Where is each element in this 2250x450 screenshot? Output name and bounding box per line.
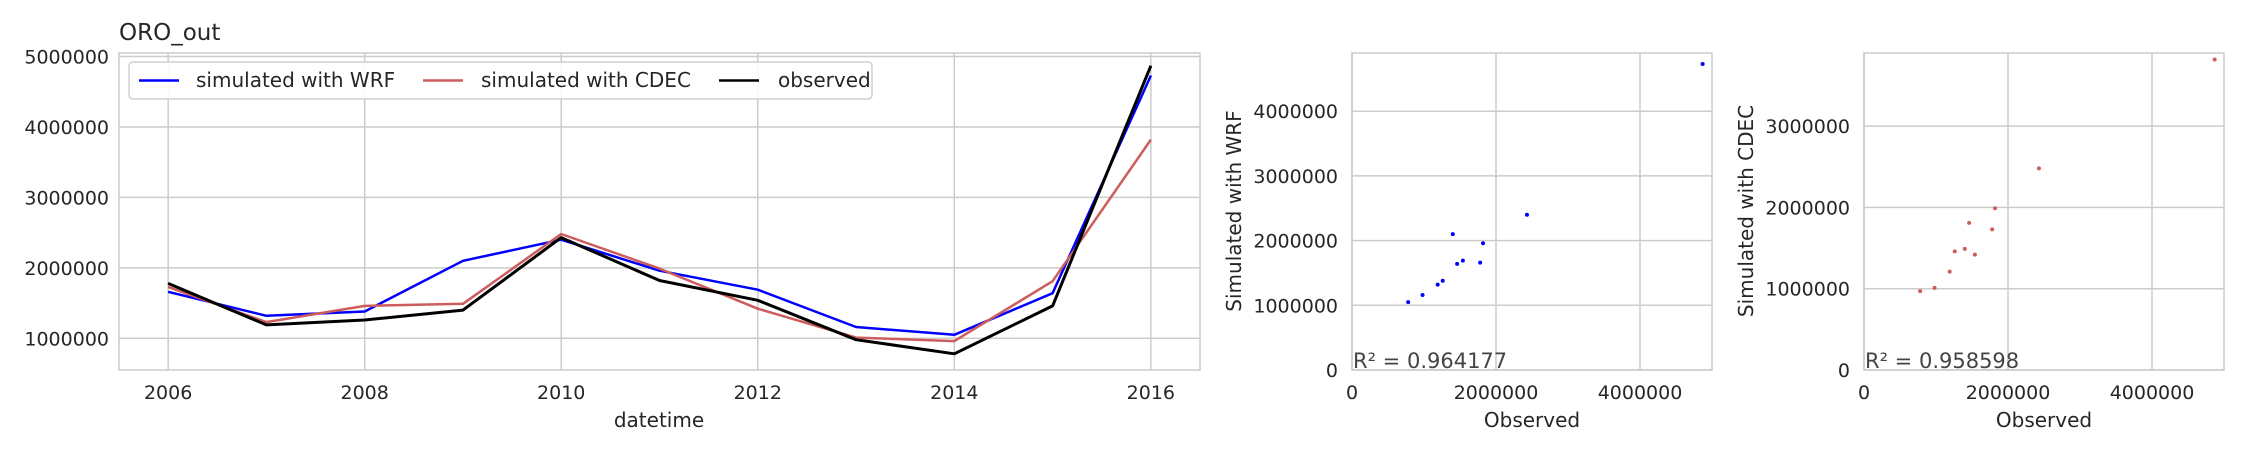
timeseries-x-tick: 2012	[734, 382, 782, 404]
cdec-y-tick: 1000000	[1765, 279, 1850, 301]
timeseries-x-tick: 2006	[144, 382, 192, 404]
wrf-y-label: Simulated with WRF	[1222, 110, 1246, 311]
legend: simulated with WRF simulated with CDEC o…	[128, 61, 873, 100]
cdec-point	[2212, 57, 2217, 62]
cdec-y-tick: 2000000	[1765, 197, 1850, 219]
wrf-scatter-panel: 0 2000000 4000000 0 1000000 2000000 3000000 400…	[1222, 52, 1713, 432]
cdec-point	[1952, 249, 1957, 254]
timeseries-panel: 2006 2008 2010 2012 2014 2016 1000000 2000000 30…	[24, 20, 1201, 432]
wrf-point	[1406, 300, 1411, 305]
cdec-x-tick: 4000000	[2110, 382, 2195, 404]
cdec-y-tick: 0	[1838, 360, 1850, 382]
cdec-point	[1932, 285, 1937, 290]
timeseries-grid	[119, 53, 1200, 370]
wrf-y-tick: 4000000	[1253, 101, 1338, 123]
timeseries-x-label: datetime	[614, 408, 704, 432]
timeseries-y-tick: 4000000	[24, 117, 109, 139]
wrf-point	[1435, 282, 1440, 287]
wrf-point	[1481, 241, 1486, 246]
timeseries-y-tick: 5000000	[24, 47, 109, 69]
timeseries-x-tick: 2008	[341, 382, 389, 404]
timeseries-x-tick: 2014	[930, 382, 978, 404]
timeseries-y-tick: 1000000	[24, 328, 109, 350]
cdec-point	[1918, 289, 1923, 294]
wrf-point	[1440, 278, 1445, 283]
cdec-scatter-panel: 0 2000000 4000000 0 1000000 2000000 3000000 R²…	[1734, 52, 2225, 432]
series-line-cdec	[167, 138, 1152, 343]
timeseries-x-tick: 2016	[1127, 382, 1175, 404]
wrf-point	[1455, 261, 1460, 266]
timeseries-title: ORO_out	[119, 20, 220, 46]
timeseries-y-tick: 2000000	[24, 258, 109, 280]
wrf-x-tick: 2000000	[1454, 382, 1539, 404]
legend-label-wrf: simulated with WRF	[196, 68, 395, 92]
cdec-r2-annotation: R² = 0.958598	[1865, 349, 2019, 373]
cdec-scatter-points	[1918, 57, 2217, 294]
legend-label-cdec: simulated with CDEC	[481, 68, 691, 92]
wrf-x-tick: 4000000	[1598, 382, 1683, 404]
cdec-point	[1993, 206, 1998, 211]
timeseries-y-tick: 3000000	[24, 187, 109, 209]
wrf-x-tick: 0	[1346, 382, 1358, 404]
cdec-point	[1972, 252, 1977, 257]
series-line-observed	[167, 65, 1153, 356]
cdec-point	[1990, 227, 1995, 232]
cdec-point	[1962, 246, 1967, 251]
wrf-scatter-ticks: 0 2000000 4000000 0 1000000 2000000 3000000 400…	[1253, 101, 1682, 404]
cdec-scatter-frame	[1863, 52, 2225, 371]
wrf-scatter-points	[1406, 61, 1705, 305]
wrf-y-tick: 0	[1326, 360, 1338, 382]
timeseries-frame	[118, 52, 1201, 371]
wrf-scatter-frame	[1351, 52, 1713, 371]
wrf-point	[1420, 292, 1425, 297]
wrf-point	[1450, 232, 1455, 237]
cdec-y-tick: 3000000	[1765, 116, 1850, 138]
legend-label-observed: observed	[778, 68, 871, 92]
wrf-y-tick: 3000000	[1253, 166, 1338, 188]
wrf-point	[1524, 212, 1529, 217]
wrf-y-tick: 2000000	[1253, 231, 1338, 253]
wrf-point	[1478, 260, 1483, 265]
wrf-point	[1460, 258, 1465, 263]
wrf-y-tick: 1000000	[1253, 295, 1338, 317]
wrf-r2-annotation: R² = 0.964177	[1353, 349, 1507, 373]
timeseries-x-tick: 2010	[537, 382, 585, 404]
cdec-point	[1947, 269, 1952, 274]
timeseries-lines	[167, 65, 1153, 356]
cdec-scatter-ticks: 0 2000000 4000000 0 1000000 2000000 3000000	[1765, 116, 2194, 404]
cdec-point	[1967, 220, 1972, 225]
timeseries-ticks: 2006 2008 2010 2012 2014 2016 1000000 2000000 30…	[24, 47, 1175, 404]
cdec-y-label: Simulated with CDEC	[1734, 105, 1758, 317]
cdec-point	[2036, 166, 2041, 171]
wrf-point	[1700, 61, 1705, 66]
legend-box	[128, 61, 873, 100]
cdec-x-label: Observed	[1996, 408, 2092, 432]
wrf-x-label: Observed	[1484, 408, 1580, 432]
cdec-x-tick: 0	[1858, 382, 1870, 404]
cdec-x-tick: 2000000	[1966, 382, 2051, 404]
